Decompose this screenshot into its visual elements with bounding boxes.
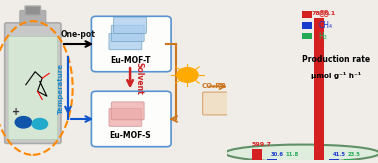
Text: 23.5: 23.5 (347, 152, 360, 157)
Bar (329, 159, 339, 160)
Circle shape (15, 117, 32, 128)
FancyBboxPatch shape (111, 25, 144, 42)
FancyBboxPatch shape (109, 33, 142, 50)
Text: Eu-MOF-S: Eu-MOF-S (109, 131, 151, 140)
Text: CO₂RR: CO₂RR (201, 83, 226, 89)
FancyBboxPatch shape (114, 17, 146, 33)
FancyBboxPatch shape (111, 102, 144, 120)
Text: μmol g⁻¹ h⁻¹: μmol g⁻¹ h⁻¹ (311, 72, 361, 79)
Bar (314, 18, 324, 160)
Text: 599.7: 599.7 (252, 142, 272, 147)
Text: Solvent: Solvent (135, 62, 144, 95)
FancyBboxPatch shape (109, 108, 142, 126)
Text: 41.5: 41.5 (332, 152, 345, 157)
Ellipse shape (225, 145, 378, 162)
FancyBboxPatch shape (20, 11, 46, 25)
Text: 7886.1: 7886.1 (311, 11, 336, 16)
FancyBboxPatch shape (25, 6, 40, 15)
Text: One-pot: One-pot (61, 30, 96, 39)
Text: 11.8: 11.8 (285, 152, 299, 157)
Bar (267, 159, 277, 160)
Text: Eu-MOF-T: Eu-MOF-T (110, 56, 150, 65)
Circle shape (32, 119, 48, 129)
FancyBboxPatch shape (5, 23, 61, 143)
Text: Temperature: Temperature (58, 63, 64, 113)
Text: 30.6: 30.6 (271, 152, 284, 157)
Legend: CO, CH₄, H₂: CO, CH₄, H₂ (299, 7, 336, 44)
FancyBboxPatch shape (91, 16, 171, 72)
Text: Production rate: Production rate (302, 55, 370, 64)
Bar (252, 149, 262, 160)
FancyBboxPatch shape (91, 91, 171, 147)
FancyBboxPatch shape (8, 37, 57, 139)
Bar (344, 159, 354, 160)
Text: +: + (12, 107, 20, 118)
FancyBboxPatch shape (203, 92, 228, 115)
Circle shape (177, 68, 198, 82)
